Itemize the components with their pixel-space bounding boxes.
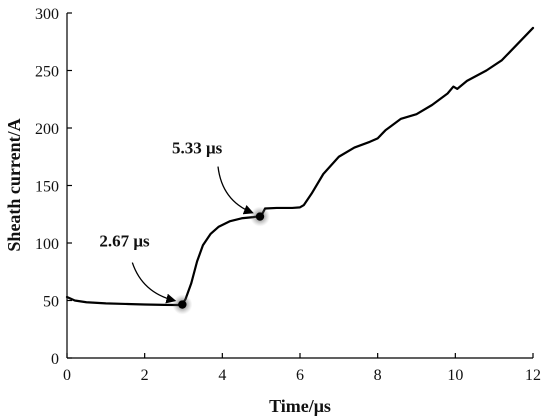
- y-axis-title: Sheath current/A: [4, 118, 24, 251]
- x-tick-label: 12: [525, 367, 541, 384]
- y-ticks: 0 50 100 150 200 250 300: [35, 6, 72, 368]
- x-tick-label: 0: [63, 367, 71, 384]
- annotation-label: 2.67 μs: [99, 232, 150, 251]
- y-tick-label: 250: [35, 64, 59, 81]
- y-tick-label: 300: [35, 6, 59, 23]
- annotation-arrow: [131, 262, 177, 304]
- plot-area: [66, 13, 533, 359]
- annotation-label: 5.33 μs: [172, 139, 223, 158]
- y-tick-label: 200: [35, 121, 59, 138]
- marker-dot: [178, 300, 187, 309]
- y-tick-label: 0: [51, 351, 59, 368]
- x-axis-title: Time/μs: [269, 396, 331, 416]
- x-tick-label: 10: [447, 367, 463, 384]
- x-tick-label: 2: [141, 367, 149, 384]
- x-ticks: 0 2 4 6 8 10 12: [63, 353, 541, 384]
- x-tick-label: 8: [374, 367, 382, 384]
- x-tick-label: 6: [296, 367, 304, 384]
- annotation-arrow: [217, 166, 254, 215]
- series-line: [65, 26, 535, 307]
- marker-dot: [255, 212, 265, 221]
- y-tick-label: 100: [35, 236, 59, 253]
- x-tick-label: 4: [218, 367, 226, 384]
- annotations: 2.67 μs 5.33 μs: [99, 139, 271, 315]
- y-tick-label: 50: [43, 294, 59, 311]
- y-tick-label: 150: [35, 179, 59, 196]
